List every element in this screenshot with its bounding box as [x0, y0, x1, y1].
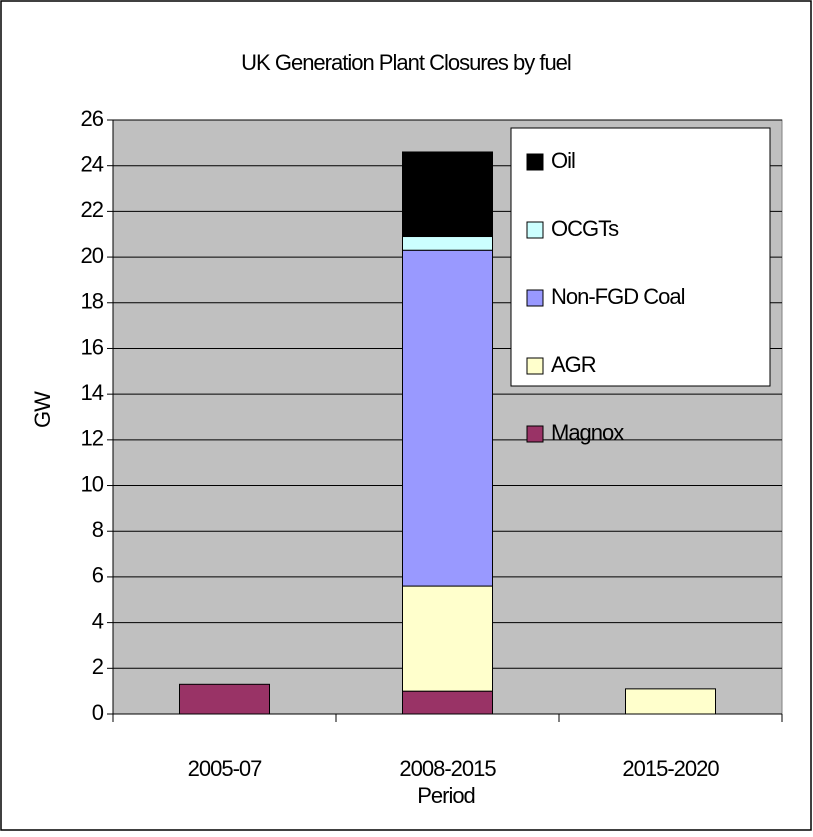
- legend-label: Oil: [551, 148, 575, 173]
- y-tick-label: 20: [81, 243, 104, 268]
- x-tick-label: 2008-2015: [399, 756, 496, 781]
- y-tick-label: 8: [92, 517, 104, 542]
- bar-segment: [402, 690, 493, 715]
- bar-segment: [402, 585, 493, 692]
- y-tick-label: 16: [81, 334, 104, 359]
- y-tick-label: 10: [81, 471, 104, 496]
- legend-label: Non-FGD Coal: [551, 284, 685, 309]
- chart-title: UK Generation Plant Closures by fuel: [241, 50, 571, 75]
- y-tick-label: 4: [92, 608, 104, 633]
- legend-swatch: [526, 153, 544, 171]
- legend-box: [510, 127, 771, 387]
- legend-swatch: [526, 289, 544, 307]
- x-axis-label: Period: [417, 783, 475, 808]
- bar-segment: [402, 249, 493, 587]
- y-tick-label: 24: [81, 152, 104, 177]
- legend-swatch: [526, 221, 544, 239]
- bar-segment: [179, 683, 270, 715]
- y-tick-label: 12: [81, 426, 104, 451]
- x-tick-label: 2005-07: [188, 756, 263, 781]
- y-tick-label: 22: [81, 197, 104, 222]
- legend-label: AGR: [551, 352, 596, 377]
- bar-segment: [402, 236, 493, 251]
- bar-segment: [402, 151, 493, 238]
- y-tick-label: 0: [92, 700, 104, 725]
- y-tick-label: 6: [92, 563, 104, 588]
- legend-label: Magnox: [551, 420, 624, 445]
- x-tick-label: 2015-2020: [622, 756, 719, 781]
- y-tick-label: 26: [81, 106, 104, 131]
- y-tick-label: 2: [92, 654, 104, 679]
- y-tick-label: 14: [81, 380, 104, 405]
- legend-label: OCGTs: [551, 216, 619, 241]
- legend-swatch: [526, 425, 544, 443]
- bar-segment: [625, 688, 716, 715]
- legend-swatch: [526, 357, 544, 375]
- y-tick-label: 18: [81, 289, 104, 314]
- y-axis-label: GW: [30, 391, 55, 428]
